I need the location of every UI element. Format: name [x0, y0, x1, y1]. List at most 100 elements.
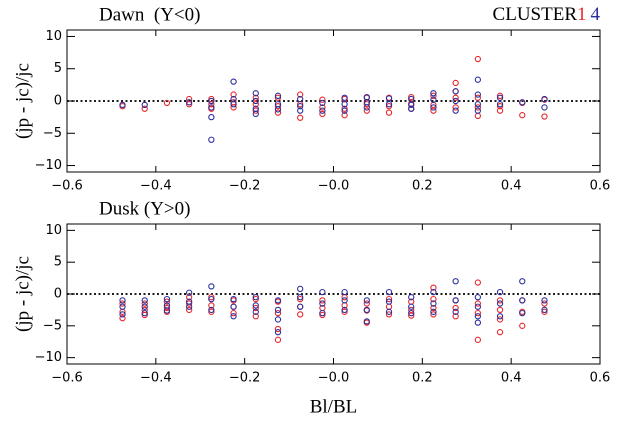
- point: [363, 101, 370, 108]
- point: [208, 283, 215, 290]
- point: [541, 95, 548, 103]
- point: [341, 297, 348, 304]
- point: [297, 285, 304, 293]
- point: [385, 308, 393, 315]
- point: [297, 114, 304, 121]
- point: [408, 309, 415, 317]
- point: [452, 79, 459, 87]
- point: [185, 306, 193, 314]
- legend-entry: 1: [577, 4, 587, 25]
- point: [341, 105, 348, 112]
- point: [430, 308, 437, 315]
- point: [274, 325, 282, 333]
- point: [274, 92, 282, 99]
- point: [452, 107, 459, 114]
- point: [297, 107, 304, 114]
- point: [474, 303, 482, 310]
- point: [230, 303, 237, 310]
- point: [541, 300, 548, 307]
- point: [519, 112, 526, 119]
- point: [430, 104, 437, 111]
- y-tick-label: −10: [35, 158, 62, 173]
- point: [496, 313, 504, 320]
- point: [208, 294, 215, 301]
- point: [230, 78, 237, 85]
- x-tick-label: −0.0: [318, 371, 350, 386]
- point: [541, 104, 548, 111]
- point: [230, 104, 237, 111]
- x-tick-label: −0.2: [229, 371, 261, 386]
- point: [119, 311, 126, 318]
- x-tick-label: 0.6: [590, 371, 611, 386]
- point: [297, 295, 304, 303]
- point: [274, 306, 282, 314]
- point: [385, 311, 393, 318]
- point: [185, 303, 193, 310]
- point: [141, 105, 148, 112]
- point: [408, 101, 415, 109]
- x-tick-label: −0.4: [140, 371, 172, 386]
- point: [141, 303, 148, 310]
- legend-entry: 4: [591, 4, 601, 25]
- point: [230, 91, 237, 98]
- point: [319, 99, 326, 107]
- panel-title: Dawn (Y<0): [99, 4, 200, 25]
- x-tick-label: −0.0: [318, 179, 350, 194]
- point: [363, 104, 370, 111]
- point: [252, 97, 259, 105]
- point: [297, 303, 304, 310]
- point: [319, 104, 326, 111]
- point: [430, 96, 437, 103]
- point: [119, 101, 126, 109]
- point: [230, 295, 237, 303]
- panel-title: Dusk (Y>0): [99, 198, 190, 219]
- point: [119, 300, 126, 307]
- point: [541, 297, 548, 304]
- point: [208, 101, 215, 108]
- point: [385, 295, 393, 303]
- point: [319, 297, 326, 304]
- point: [274, 309, 282, 317]
- point: [385, 288, 393, 296]
- point: [319, 300, 326, 307]
- legend: CLUSTER1 4: [493, 4, 601, 25]
- point: [252, 308, 259, 315]
- point: [208, 306, 215, 314]
- point: [496, 101, 504, 108]
- point: [474, 101, 482, 108]
- point: [185, 294, 193, 301]
- y-tick-label: −5: [43, 318, 62, 333]
- point: [274, 336, 282, 343]
- point: [496, 300, 504, 307]
- point: [252, 313, 259, 320]
- point: [252, 101, 259, 108]
- x-tick-label: 0.6: [590, 179, 611, 194]
- point: [274, 316, 282, 323]
- x-tick-label: 0.4: [501, 371, 522, 386]
- point: [430, 311, 437, 318]
- point: [452, 313, 459, 320]
- point: [541, 306, 548, 314]
- point: [474, 55, 482, 63]
- point: [385, 109, 393, 116]
- point: [185, 99, 193, 106]
- point: [230, 101, 237, 108]
- point: [385, 101, 393, 108]
- point: [474, 94, 482, 101]
- point: [341, 107, 348, 114]
- point: [496, 94, 504, 101]
- point: [452, 308, 459, 315]
- point: [185, 300, 193, 307]
- point: [474, 336, 482, 343]
- point: [496, 103, 504, 110]
- point: [119, 315, 126, 322]
- point: [430, 288, 437, 296]
- point: [496, 306, 504, 314]
- point: [430, 90, 437, 97]
- point: [274, 106, 282, 113]
- x-tick-label: −0.2: [229, 179, 261, 194]
- y-tick-label: 0: [54, 287, 62, 302]
- point: [141, 300, 148, 307]
- point: [252, 90, 259, 97]
- point: [474, 107, 482, 114]
